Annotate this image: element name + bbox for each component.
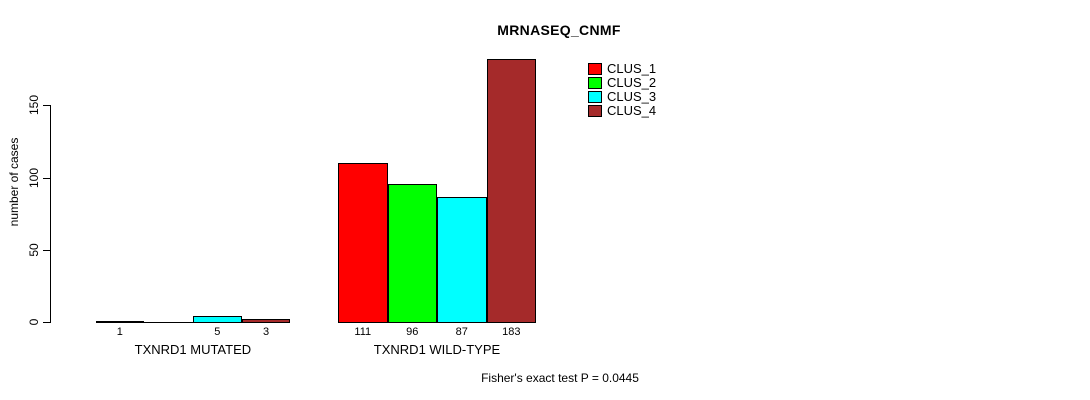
bar-clus_4-wild-type	[486, 59, 536, 323]
bar-value-label: 1	[116, 326, 123, 338]
y-tick-mark	[43, 250, 50, 251]
y-tick-mark	[43, 322, 50, 323]
legend: CLUS_1 CLUS_2 CLUS_3 CLUS_4	[588, 62, 656, 118]
y-tick-label: 150	[27, 94, 41, 116]
legend-swatch-icon	[588, 62, 602, 75]
bar-clus_1-wild-type	[338, 163, 388, 323]
bar-value-label: 183	[502, 326, 521, 338]
legend-swatch-icon	[588, 104, 602, 117]
bar-value-label: 87	[455, 326, 468, 338]
bar-value-label: 3	[262, 326, 270, 338]
bar-clus_2-zero-line	[144, 322, 193, 323]
y-tick-label: 100	[27, 167, 41, 189]
y-tick-label: 0	[27, 318, 41, 326]
group-label-wild-type: TXNRD1 WILD-TYPE	[373, 342, 501, 357]
y-tick-mark	[43, 105, 50, 106]
legend-label: CLUS_1	[607, 61, 657, 76]
legend-swatch-icon	[588, 76, 602, 89]
legend-row-clus_4: CLUS_4	[588, 104, 656, 117]
bar-value-label: 96	[406, 326, 419, 338]
legend-row-clus_1: CLUS_1	[588, 62, 656, 75]
chart-title: MRNASEQ_CNMF	[497, 22, 621, 38]
group-label-mutated: TXNRD1 MUTATED	[134, 342, 252, 357]
bar-clus_3-wild-type	[437, 197, 487, 323]
bar-clus_4-mutated	[241, 319, 291, 323]
legend-row-clus_2: CLUS_2	[588, 76, 656, 89]
legend-label: CLUS_3	[607, 89, 657, 104]
bar-value-label: 111	[354, 326, 372, 338]
bar-clus_3-mutated	[192, 316, 242, 323]
legend-label: CLUS_2	[607, 75, 657, 90]
bar-clus_1-mutated	[95, 321, 145, 323]
legend-label: CLUS_4	[607, 103, 657, 118]
y-axis-label: number of cases	[7, 137, 21, 227]
y-axis-line	[50, 105, 51, 323]
y-tick-mark	[43, 178, 50, 179]
bar-clus_2-wild-type	[387, 184, 437, 323]
bar-value-label: 5	[214, 326, 221, 338]
y-tick-label: 50	[27, 243, 41, 257]
stat-annotation: Fisher's exact test P = 0.0445	[481, 371, 639, 385]
legend-row-clus_3: CLUS_3	[588, 90, 656, 103]
legend-swatch-icon	[588, 90, 602, 103]
